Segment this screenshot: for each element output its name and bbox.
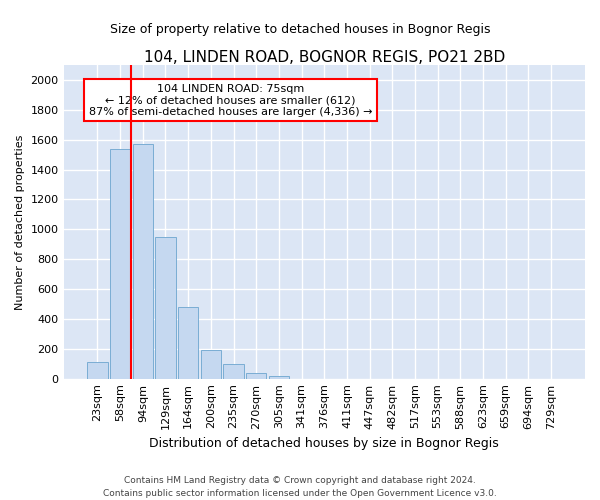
Bar	[178, 307, 199, 378]
Text: 104 LINDEN ROAD: 75sqm
← 12% of detached houses are smaller (612)
87% of semi-de: 104 LINDEN ROAD: 75sqm ← 12% of detached…	[89, 84, 372, 117]
Text: Size of property relative to detached houses in Bognor Regis: Size of property relative to detached ho…	[110, 22, 490, 36]
Bar	[200, 350, 221, 378]
Text: Contains HM Land Registry data © Crown copyright and database right 2024.
Contai: Contains HM Land Registry data © Crown c…	[103, 476, 497, 498]
Bar	[87, 362, 107, 378]
X-axis label: Distribution of detached houses by size in Bognor Regis: Distribution of detached houses by size …	[149, 437, 499, 450]
Bar	[155, 237, 176, 378]
Y-axis label: Number of detached properties: Number of detached properties	[15, 134, 25, 310]
Bar	[133, 144, 153, 378]
Bar	[246, 372, 266, 378]
Title: 104, LINDEN ROAD, BOGNOR REGIS, PO21 2BD: 104, LINDEN ROAD, BOGNOR REGIS, PO21 2BD	[143, 50, 505, 65]
Bar	[110, 148, 130, 378]
Bar	[223, 364, 244, 378]
Bar	[269, 376, 289, 378]
